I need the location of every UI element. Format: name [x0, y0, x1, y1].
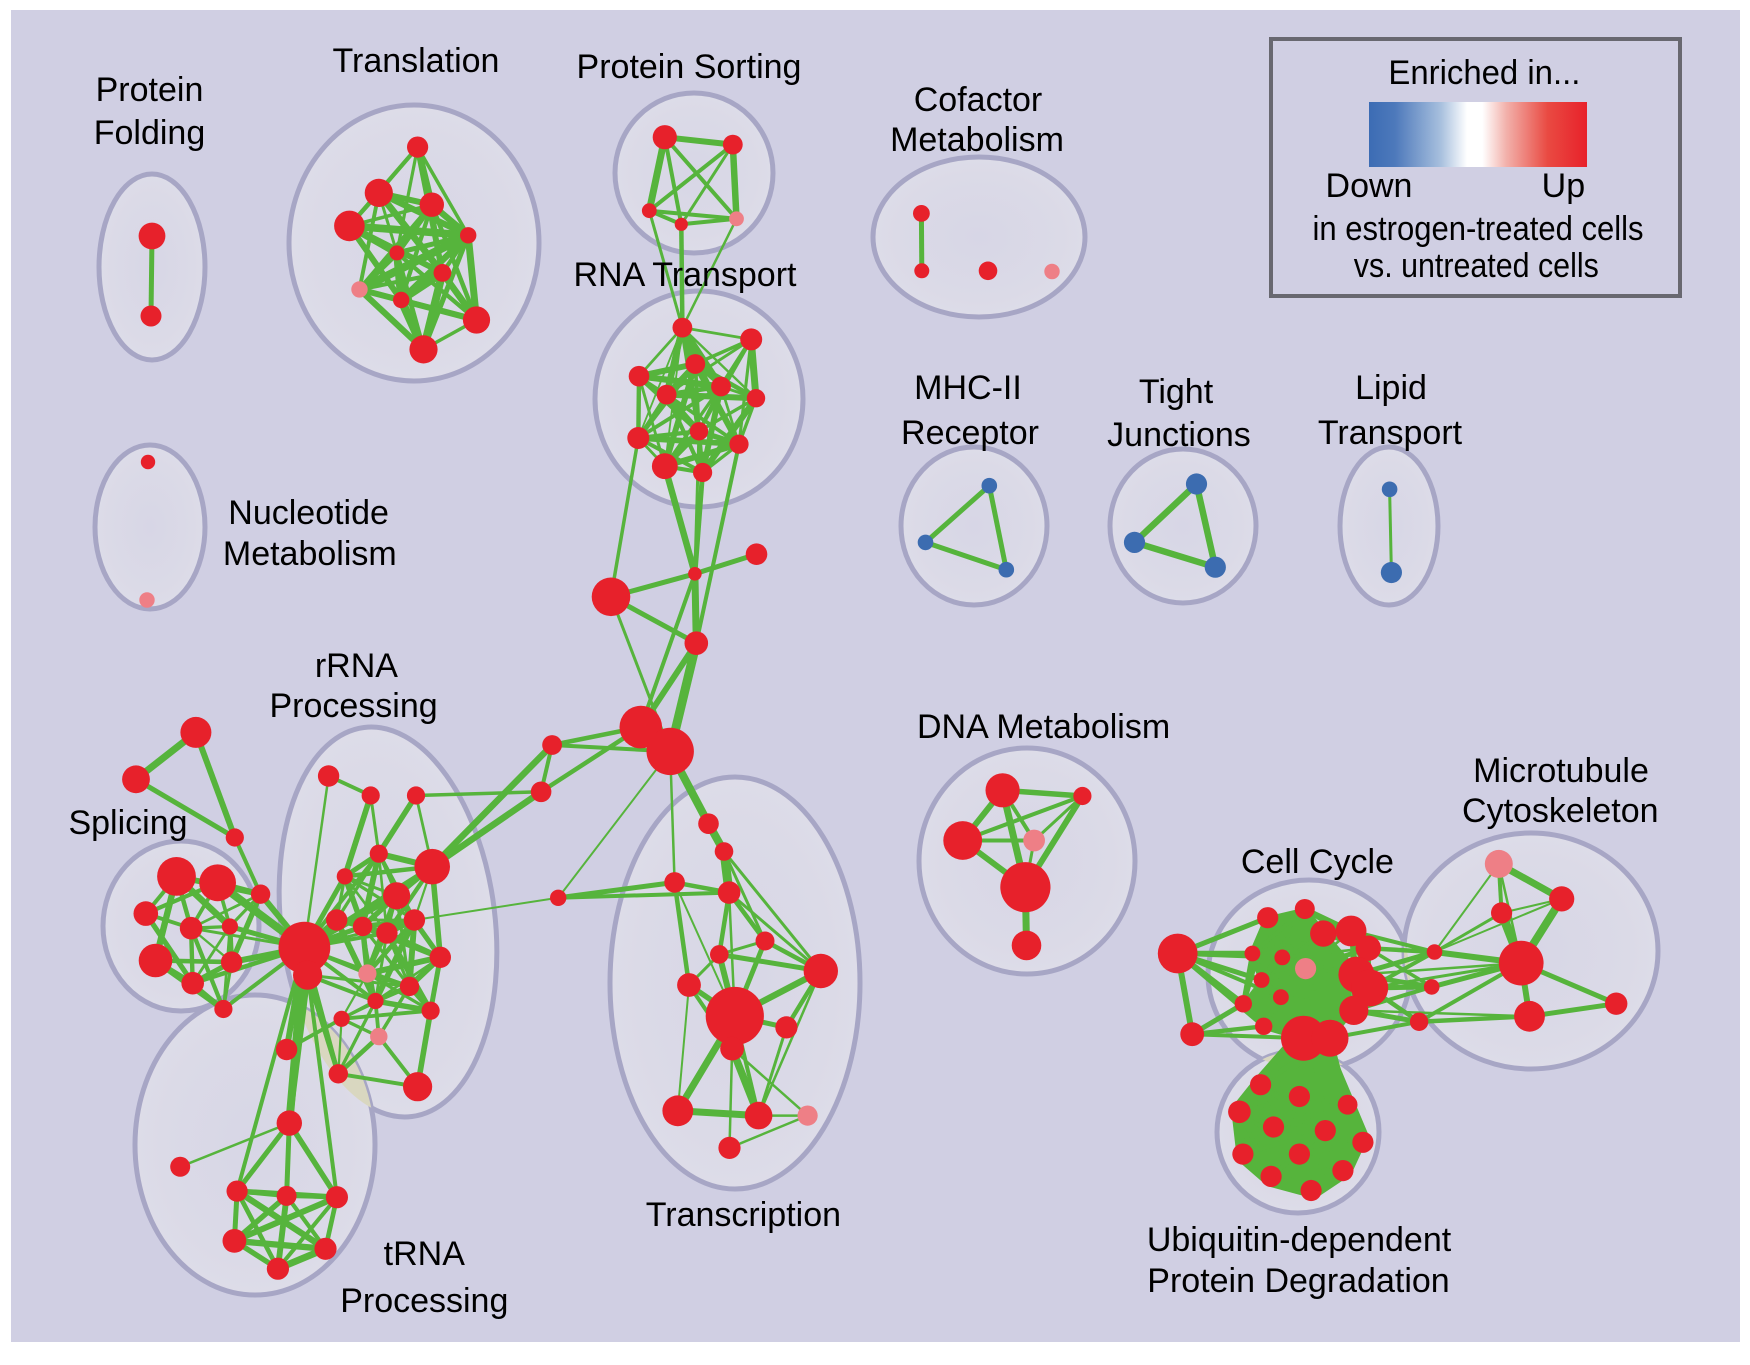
svg-text:Protein Sorting: Protein Sorting — [577, 48, 802, 86]
svg-text:Cell Cycle: Cell Cycle — [1241, 843, 1394, 881]
svg-text:Tight: Tight — [1139, 373, 1214, 411]
svg-text:Lipid: Lipid — [1355, 369, 1427, 407]
svg-text:Ubiquitin-dependent: Ubiquitin-dependent — [1147, 1221, 1452, 1259]
svg-text:Down: Down — [1326, 167, 1413, 205]
svg-text:Translation: Translation — [333, 42, 500, 80]
svg-text:rRNA: rRNA — [315, 647, 398, 685]
svg-text:Folding: Folding — [94, 114, 206, 152]
svg-text:MHC-II: MHC-II — [914, 369, 1022, 407]
svg-text:Enriched in...: Enriched in... — [1388, 54, 1580, 92]
svg-text:Nucleotide: Nucleotide — [228, 494, 389, 532]
svg-text:in estrogen-treated cells: in estrogen-treated cells — [1313, 210, 1644, 248]
svg-text:Protein: Protein — [96, 71, 204, 109]
svg-text:Protein Degradation: Protein Degradation — [1147, 1262, 1449, 1300]
svg-text:Splicing: Splicing — [68, 804, 187, 842]
svg-text:RNA Transport: RNA Transport — [574, 256, 798, 294]
svg-text:Transport: Transport — [1318, 414, 1463, 452]
svg-text:tRNA: tRNA — [384, 1235, 466, 1273]
svg-text:Cofactor: Cofactor — [914, 81, 1043, 119]
svg-text:Cytoskeleton: Cytoskeleton — [1462, 792, 1659, 830]
svg-text:DNA Metabolism: DNA Metabolism — [917, 708, 1170, 746]
svg-text:Receptor: Receptor — [901, 414, 1039, 452]
svg-text:Processing: Processing — [340, 1282, 508, 1320]
svg-text:Metabolism: Metabolism — [890, 121, 1064, 159]
svg-text:Junctions: Junctions — [1107, 416, 1251, 454]
svg-text:Processing: Processing — [269, 687, 437, 725]
svg-text:Microtubule: Microtubule — [1473, 752, 1649, 790]
svg-text:Transcription: Transcription — [646, 1196, 841, 1234]
svg-text:vs. untreated cells: vs. untreated cells — [1354, 247, 1599, 285]
svg-text:Up: Up — [1542, 167, 1585, 205]
svg-text:Metabolism: Metabolism — [223, 535, 397, 573]
